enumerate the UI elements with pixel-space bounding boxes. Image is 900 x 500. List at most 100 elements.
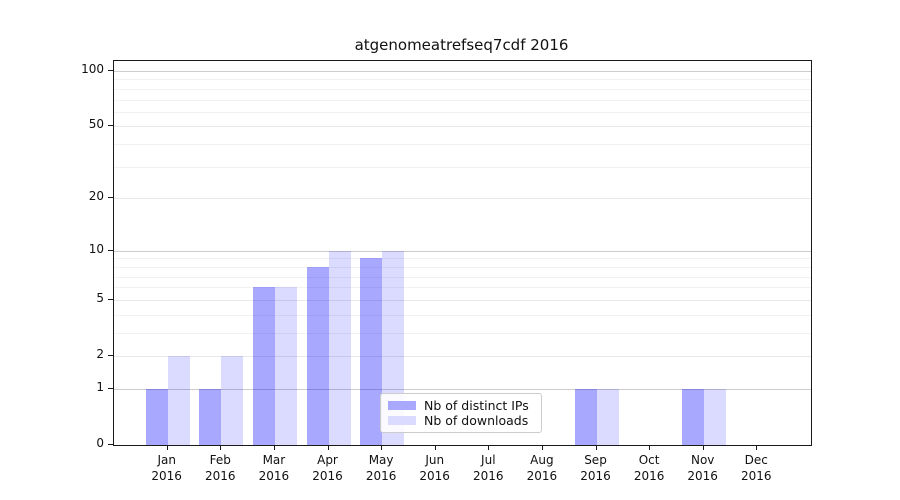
x-tick-mark [541, 445, 543, 450]
x-tick-label-dec: Dec 2016 [721, 452, 791, 484]
bar-downloads-apr [328, 250, 351, 445]
legend-swatch-downloads-icon [388, 416, 416, 425]
x-tick-mark [488, 445, 490, 450]
x-tick-label-mar: Mar 2016 [239, 452, 309, 484]
x-tick-year: 2016 [580, 469, 611, 483]
plot-area: Nb of distinct IPs Nb of downloads [113, 60, 812, 446]
y-tick-mark [108, 125, 113, 127]
minor-gridline [114, 111, 811, 113]
x-tick-label-oct: Oct 2016 [614, 452, 684, 484]
bar-downloads-sep [596, 388, 619, 445]
y-tick-mark [108, 298, 113, 300]
legend-label-downloads: Nb of downloads [424, 413, 529, 428]
y-tick-mark [108, 355, 113, 356]
x-tick-mark [595, 445, 597, 450]
x-tick-month: Jan [157, 453, 176, 467]
x-tick-year: 2016 [473, 469, 504, 483]
minor-gridline [114, 99, 811, 101]
x-tick-month: Feb [209, 453, 231, 467]
x-tick-month: Aug [530, 453, 554, 467]
x-tick-month: Mar [262, 453, 286, 467]
bar-distinct-ips-jan [145, 388, 168, 445]
x-tick-year: 2016 [312, 469, 343, 483]
x-tick-label-jul: Jul 2016 [453, 452, 523, 484]
x-tick-mark [327, 445, 329, 450]
y-tick-mark [108, 387, 113, 389]
bar-distinct-ips-nov [681, 388, 704, 445]
minor-gridline [114, 314, 811, 316]
major-gridline [114, 71, 811, 72]
major-gridline [114, 388, 811, 390]
legend-row-downloads: Nb of downloads [388, 413, 533, 428]
x-tick-year: 2016 [365, 469, 397, 483]
x-tick-month: Jul [481, 453, 496, 467]
x-tick-month: Oct [638, 453, 660, 467]
x-tick-month: May [368, 453, 394, 467]
x-tick-year: 2016 [205, 469, 236, 483]
x-tick-year: 2016 [687, 469, 718, 483]
x-tick-year: 2016 [258, 469, 290, 483]
legend: Nb of distinct IPs Nb of downloads [380, 393, 542, 433]
x-tick-label-may: May 2016 [346, 452, 416, 484]
y-tick-label: 0 [96, 436, 104, 450]
x-tick-mark [273, 445, 275, 450]
mid-gridline [114, 198, 811, 200]
legend-row-distinct-ips: Nb of distinct IPs [388, 398, 533, 413]
y-tick-label: 10 [88, 241, 104, 256]
minor-gridline [114, 287, 811, 289]
x-tick-mark [166, 445, 168, 450]
minor-gridline [114, 266, 811, 268]
y-tick-label: 1 [96, 379, 104, 394]
bar-downloads-jan [167, 356, 190, 445]
mid-gridline [114, 126, 811, 128]
x-tick-month: Sep [584, 453, 607, 467]
y-tick-label: 100 [81, 62, 104, 76]
bar-distinct-ips-feb [199, 388, 222, 445]
chart-title: atgenomeatrefseq7cdf 2016 [354, 36, 569, 54]
x-tick-year: 2016 [419, 469, 450, 483]
y-tick-mark [108, 197, 113, 199]
bar-downloads-feb [221, 356, 244, 445]
bar-distinct-ips-may [360, 258, 383, 445]
minor-gridline [114, 144, 811, 146]
legend-swatch-distinct-ips-icon [388, 401, 416, 410]
minor-gridline [114, 276, 811, 278]
y-tick-mark [108, 444, 113, 445]
x-tick-mark [702, 445, 704, 450]
x-tick-year: 2016 [741, 469, 772, 483]
legend-label-distinct-ips: Nb of distinct IPs [424, 398, 529, 413]
bar-distinct-ips-mar [252, 287, 275, 445]
minor-gridline [114, 258, 811, 260]
bar-downloads-nov [703, 388, 726, 445]
y-tick-label: 50 [88, 117, 104, 132]
bar-downloads-mar [274, 287, 297, 445]
x-tick-mark [756, 445, 758, 450]
x-tick-year: 2016 [633, 469, 665, 483]
x-tick-label-sep: Sep 2016 [561, 452, 631, 484]
minor-gridline [114, 88, 811, 90]
minor-gridline [114, 332, 811, 334]
x-tick-month: Dec [744, 453, 768, 467]
y-tick-label: 2 [96, 347, 104, 361]
x-tick-mark [220, 445, 222, 450]
y-tick-label: 20 [88, 189, 104, 204]
y-tick-mark [108, 70, 113, 71]
major-gridline [114, 250, 811, 252]
x-tick-label-aug: Aug 2016 [507, 452, 577, 484]
x-tick-label-apr: Apr 2016 [293, 452, 363, 484]
y-tick-label: 5 [96, 290, 104, 305]
y-tick-mark [108, 249, 113, 251]
bar-distinct-ips-sep [574, 388, 597, 445]
bar-distinct-ips-apr [306, 266, 329, 445]
minor-gridline [114, 79, 811, 81]
x-tick-label-feb: Feb 2016 [185, 452, 255, 484]
x-tick-month: Jun [425, 453, 445, 467]
x-tick-mark [649, 445, 651, 450]
x-tick-label-jun: Jun 2016 [400, 452, 470, 484]
minor-gridline [114, 166, 811, 168]
mid-gridline [114, 356, 811, 357]
mid-gridline [114, 299, 811, 301]
x-tick-month: Apr [317, 453, 338, 467]
x-tick-label-jan: Jan 2016 [132, 452, 202, 484]
